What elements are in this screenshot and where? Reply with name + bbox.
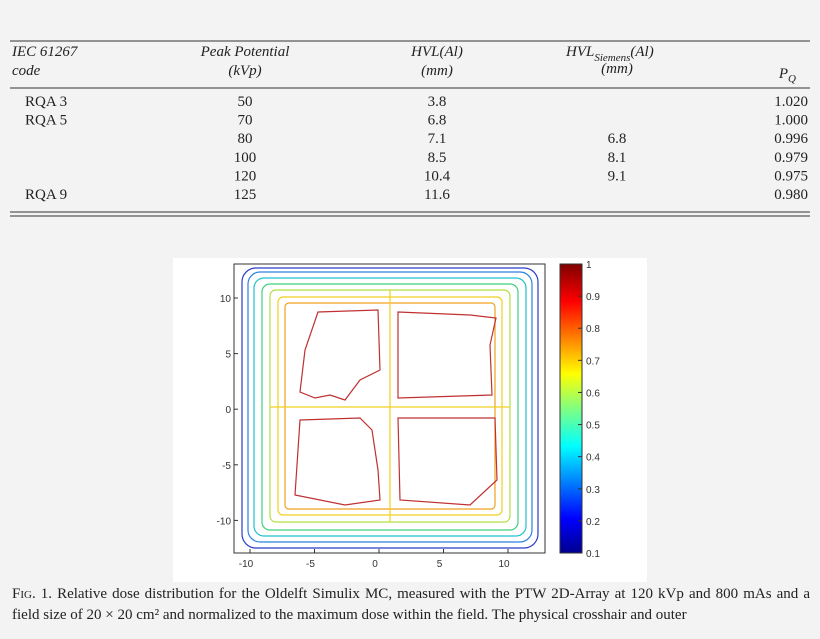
table-cell: RQA 5 <box>25 113 67 129</box>
x-tick-label: -5 <box>306 559 315 570</box>
header-part: Siemens <box>594 52 630 64</box>
table-cell: RQA 3 <box>25 94 67 110</box>
table-cell: 0.996 <box>774 131 808 147</box>
caption: Fig. 1. Relative dose distribution for t… <box>12 584 810 626</box>
y-tick-label: 10 <box>220 294 232 305</box>
caption-label: Fig. 1. <box>12 586 53 602</box>
table-cell: 7.1 <box>428 131 447 147</box>
column-header: code <box>12 63 41 79</box>
colorbar-tick-label: 1 <box>586 260 592 271</box>
x-tick-label: -10 <box>239 559 254 570</box>
colorbar-tick-label: 0.8 <box>586 324 600 335</box>
colorbar-tick-label: 0.2 <box>586 517 600 528</box>
plot-frame <box>233 263 546 554</box>
colorbar <box>559 263 583 554</box>
figure <box>173 258 647 582</box>
table-cell: 1.020 <box>774 94 808 110</box>
colorbar-tick-label: 0.1 <box>586 549 600 560</box>
colorbar-tick-label: 0.3 <box>586 485 600 496</box>
column-header: (mm) <box>421 63 453 79</box>
table-cell: 6.8 <box>608 131 627 147</box>
colorbar-tick-label: 0.9 <box>586 292 600 303</box>
colorbar-tick-label: 0.5 <box>586 421 600 432</box>
table-cell: 11.6 <box>424 187 450 203</box>
colorbar-tick-label: 0.6 <box>586 388 600 399</box>
y-tick-label: 5 <box>225 350 231 361</box>
header-part: P <box>778 66 788 82</box>
table-cell: 50 <box>238 94 253 110</box>
y-tick-label: 0 <box>225 405 231 416</box>
table-cell: 100 <box>234 150 257 166</box>
table-cell: RQA 9 <box>25 187 67 203</box>
table-cell: 120 <box>234 168 257 184</box>
header-part: Q <box>788 73 796 85</box>
table-cell: 0.979 <box>774 150 808 166</box>
table-cell: 6.8 <box>428 113 447 129</box>
table-cell: 9.1 <box>608 168 627 184</box>
column-header: Peak Potential <box>200 44 290 60</box>
table-cell: 70 <box>238 113 253 129</box>
table-cell: 80 <box>238 131 253 147</box>
table-cell: 0.980 <box>774 187 808 203</box>
column-header: IEC 61267 <box>11 44 79 60</box>
table-cell: 0.975 <box>774 168 808 184</box>
table-cell: 1.000 <box>774 113 808 129</box>
column-header: (mm) <box>601 61 633 77</box>
contours <box>241 267 539 549</box>
x-tick-label: 5 <box>437 559 443 570</box>
colorbar-tick-label: 0.7 <box>586 356 600 367</box>
table-cell: 10.4 <box>424 168 451 184</box>
column-header: HVL(Al) <box>410 44 463 60</box>
table-cell: 8.1 <box>608 150 627 166</box>
colorbar-tick-label: 0.4 <box>586 453 600 464</box>
y-tick-label: -10 <box>217 516 232 527</box>
table-cell: 125 <box>234 187 257 203</box>
header-part: (Al) <box>630 44 653 60</box>
column-header: (kVp) <box>228 63 261 79</box>
header-part: HVL <box>565 44 594 60</box>
table-cell: 3.8 <box>428 94 447 110</box>
x-tick-label: 10 <box>498 559 510 570</box>
x-tick-label: 0 <box>372 559 378 570</box>
column-header: HVLSiemens(Al) <box>565 44 654 64</box>
caption-text: Relative dose distribution for the Oldel… <box>12 586 811 623</box>
column-header: PQ <box>778 66 796 85</box>
y-tick-label: -5 <box>222 461 231 472</box>
table-cell: 8.5 <box>428 150 447 166</box>
